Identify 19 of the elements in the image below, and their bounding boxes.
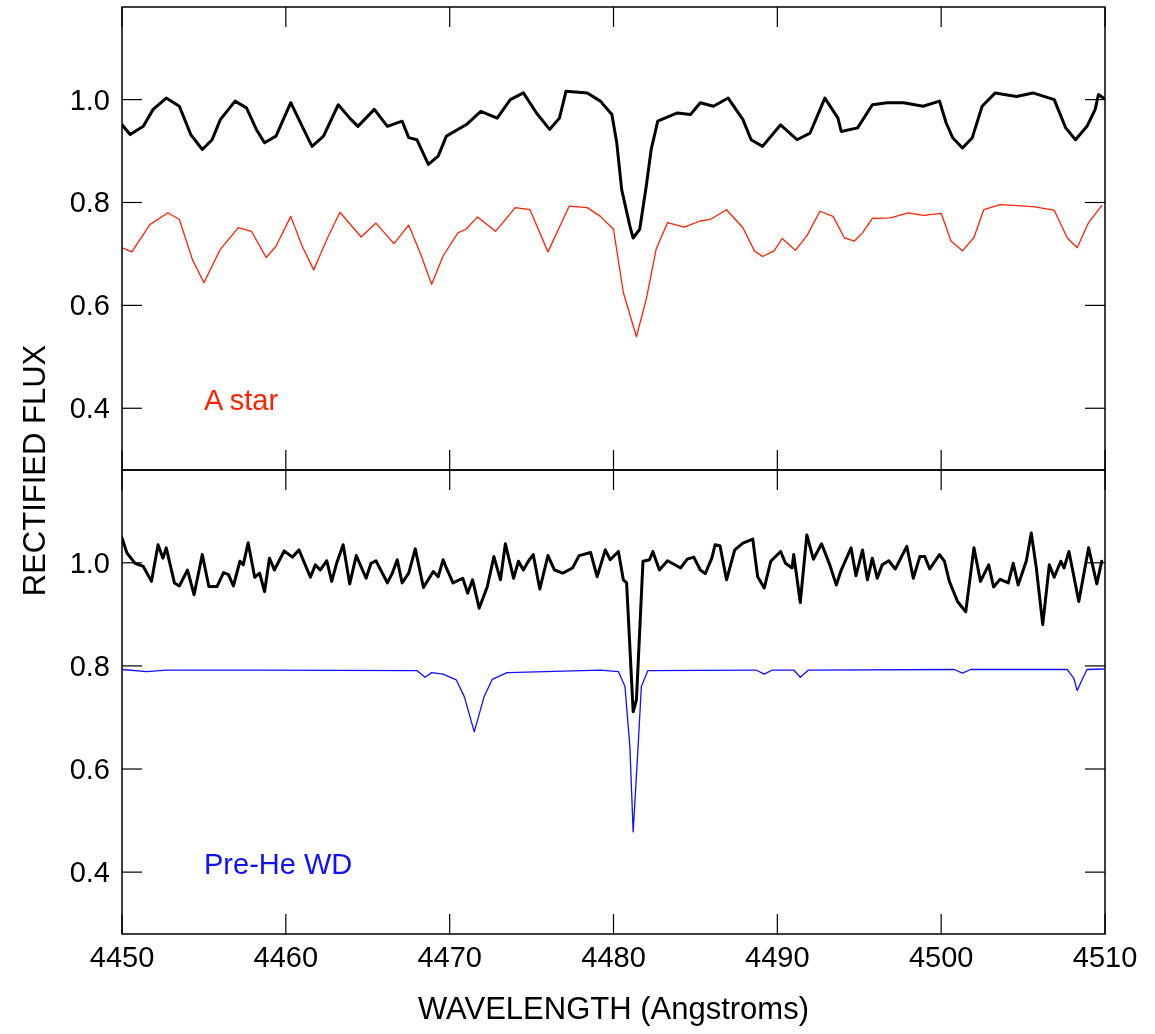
text: Pre-He WD xyxy=(204,848,353,880)
x-axis-title: WAVELENGTH (Angstroms) xyxy=(418,991,809,1026)
y-tick-label: 0.6 xyxy=(69,753,110,786)
y-tick-label: 0.4 xyxy=(69,856,110,889)
y-tick-label: 0.6 xyxy=(69,289,110,322)
y-tick-label: 0.8 xyxy=(69,186,110,219)
x-tick-label: 4500 xyxy=(908,940,974,973)
x-tick-label: 4460 xyxy=(253,940,319,973)
y-tick-label: 0.8 xyxy=(69,649,110,682)
y-axis-title: RECTIFIED FLUX xyxy=(17,344,52,597)
text: A star xyxy=(204,384,279,416)
y-tick-label: 1.0 xyxy=(69,83,110,116)
x-tick-label: 4450 xyxy=(89,940,155,973)
x-tick-label: 4470 xyxy=(417,940,482,973)
x-tick-label: 4510 xyxy=(1072,940,1138,973)
x-tick-label: 4490 xyxy=(745,940,810,973)
y-tick-label: 0.4 xyxy=(69,392,110,425)
x-tick-label: 4480 xyxy=(581,940,646,973)
y-tick-label: 1.0 xyxy=(69,546,110,579)
